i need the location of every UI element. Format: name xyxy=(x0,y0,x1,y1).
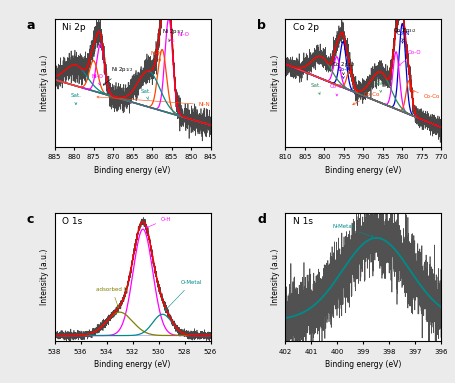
Text: Co 2p$_{1/2}$: Co 2p$_{1/2}$ xyxy=(332,61,356,75)
Text: Ni 2p$_{1/2}$: Ni 2p$_{1/2}$ xyxy=(103,66,133,85)
Text: Co-Co: Co-Co xyxy=(353,92,380,105)
X-axis label: Binding energy (eV): Binding energy (eV) xyxy=(325,360,402,369)
X-axis label: Binding energy (eV): Binding energy (eV) xyxy=(94,360,171,369)
Text: Co 2p$_{3/2}$: Co 2p$_{3/2}$ xyxy=(393,27,416,41)
Text: N-Metal: N-Metal xyxy=(332,224,373,237)
Text: adsorbed O: adsorbed O xyxy=(96,287,128,308)
Y-axis label: Intensity (a.u.): Intensity (a.u.) xyxy=(40,249,49,305)
Text: N 1s: N 1s xyxy=(293,217,313,226)
Text: Ni-N: Ni-N xyxy=(97,96,211,107)
Text: a: a xyxy=(26,19,35,32)
Text: O 1s: O 1s xyxy=(62,217,83,226)
Text: Sat.: Sat. xyxy=(141,89,151,100)
X-axis label: Binding energy (eV): Binding energy (eV) xyxy=(94,166,171,175)
Text: Co-Co: Co-Co xyxy=(412,90,440,100)
Y-axis label: Intensity (a.u.): Intensity (a.u.) xyxy=(40,55,49,111)
Text: Co-N: Co-N xyxy=(396,31,410,43)
Text: O-H: O-H xyxy=(146,217,172,228)
Text: Ni-N: Ni-N xyxy=(150,51,162,61)
Text: O-Metal: O-Metal xyxy=(165,280,202,311)
Text: c: c xyxy=(26,213,34,226)
X-axis label: Binding energy (eV): Binding energy (eV) xyxy=(325,166,402,175)
Text: Sat.: Sat. xyxy=(375,81,386,92)
Text: Co-N: Co-N xyxy=(338,67,351,79)
Text: Ni-O: Ni-O xyxy=(91,74,104,85)
Text: b: b xyxy=(258,19,266,32)
Y-axis label: Intensity (a.u.): Intensity (a.u.) xyxy=(271,249,280,305)
Text: Co-O: Co-O xyxy=(330,84,344,96)
Text: Sat.: Sat. xyxy=(311,83,322,94)
Text: Sat.: Sat. xyxy=(70,93,81,105)
Text: Ni-O: Ni-O xyxy=(172,32,189,41)
Text: Ni 2p$_{3/2}$: Ni 2p$_{3/2}$ xyxy=(162,28,184,42)
Text: d: d xyxy=(258,213,266,226)
Text: Co-O: Co-O xyxy=(399,51,422,65)
Text: Co 2p: Co 2p xyxy=(293,23,319,32)
Text: Ni 2p: Ni 2p xyxy=(62,23,86,32)
Y-axis label: Intensity (a.u.): Intensity (a.u.) xyxy=(271,55,280,111)
